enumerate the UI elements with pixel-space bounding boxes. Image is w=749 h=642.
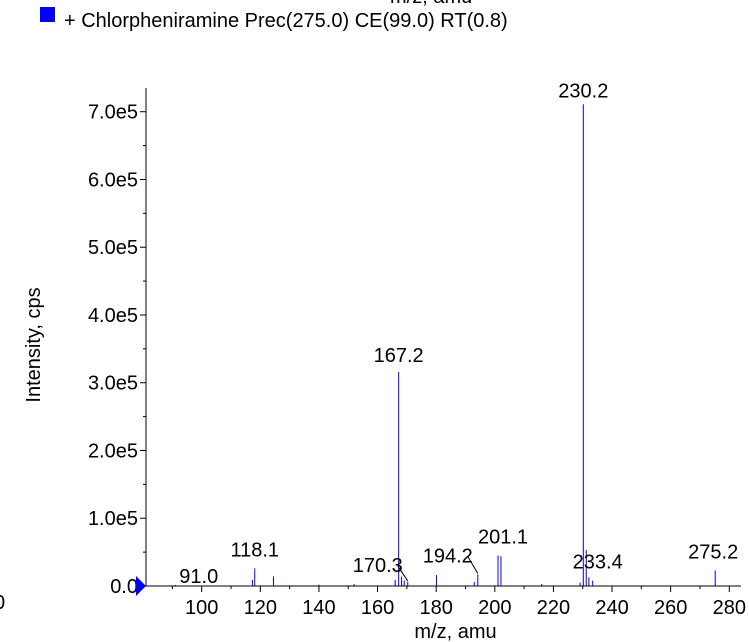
x-tick-label: 120 xyxy=(244,597,277,619)
x-tick-label: 140 xyxy=(302,597,335,619)
y-tick-label: 0.0 xyxy=(110,576,138,598)
peak-label: 167.2 xyxy=(374,345,424,367)
y-tick-label: 1.0e5 xyxy=(88,508,138,530)
y-tick-label: 7.0e5 xyxy=(88,102,138,124)
x-axis-title: m/z, amu xyxy=(414,621,496,642)
x-tick-label: 180 xyxy=(419,597,452,619)
baseline-marker xyxy=(136,576,146,596)
x-tick-label: 220 xyxy=(537,597,570,619)
peak-label: 194.2 xyxy=(423,545,473,567)
y-tick-label: 3.0e5 xyxy=(88,373,138,395)
peak-label: 230.2 xyxy=(558,80,608,102)
peak-label-leader xyxy=(467,556,479,574)
x-tick-label: 200 xyxy=(478,597,511,619)
y-tick-label: 2.0e5 xyxy=(88,440,138,462)
peaks xyxy=(174,104,716,586)
peak-label: 275.2 xyxy=(688,541,738,563)
peak-label: 118.1 xyxy=(230,539,279,561)
y-tick-label: 4.0e5 xyxy=(88,305,138,327)
peak-label: 233.4 xyxy=(573,552,623,574)
x-tick-label: 280 xyxy=(713,597,746,619)
x-tick-label: 240 xyxy=(595,597,628,619)
peak-label: 170.3 xyxy=(353,555,403,577)
x-tick-label: 260 xyxy=(654,597,687,619)
axes: 0.0 1.0e5 2.0e5 3.0e5 4.0e5 5.0e5 6.0e5 7.0e5 10… xyxy=(23,88,746,642)
legend-label: + Chlorpheniramine Prec(275.0) CE(99.0) … xyxy=(64,10,508,32)
y-tick-label: 6.0e5 xyxy=(88,169,138,191)
peak-label: 91.0 xyxy=(179,566,218,588)
x-tick-label: 100 xyxy=(185,597,218,619)
peak-label-leader xyxy=(397,565,409,582)
y-axis-title: Intensity, cps xyxy=(23,287,45,402)
x-tick-label: 160 xyxy=(361,597,394,619)
legend-swatch xyxy=(40,7,55,22)
clipped-tick-fragment: 0 xyxy=(0,592,5,615)
peak-label: 201.1 xyxy=(478,527,528,549)
clipped-xlabel-fragment: m/z, amu xyxy=(390,0,472,9)
y-tick-label: 5.0e5 xyxy=(88,237,138,259)
